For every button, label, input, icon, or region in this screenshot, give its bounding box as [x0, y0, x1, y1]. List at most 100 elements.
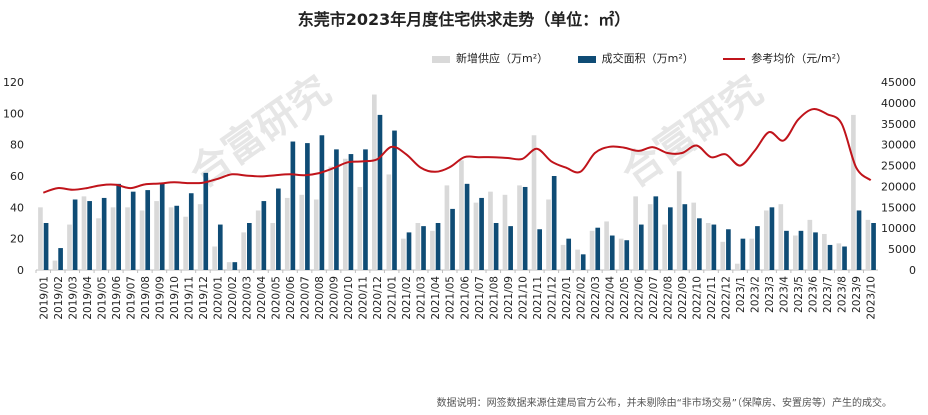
x-tick-label: 2019/12 [198, 276, 210, 320]
x-tick-label: 2020/04 [256, 276, 268, 320]
deal-bar [479, 197, 484, 270]
legend-label-supply: 新增供应（万m²） [456, 52, 549, 65]
x-tick-label: 2022/11 [706, 276, 718, 320]
deal-bar [682, 204, 688, 270]
x-tick-label: 2020/12 [372, 276, 384, 320]
y-left-tick-label: 100 [3, 107, 24, 120]
legend-swatch-price [723, 58, 746, 60]
supply-bar [52, 260, 58, 270]
x-tick-label: 2022/05 [619, 276, 631, 320]
supply-bar [270, 223, 276, 270]
y-right-tick-label: 45000 [881, 76, 916, 89]
legend-label-deal: 成交面积（万m²） [601, 52, 694, 65]
deal-bar [653, 196, 659, 270]
x-tick-label: 2023/10 [866, 276, 878, 320]
x-tick-label: 2020/11 [358, 276, 370, 320]
supply-bar [851, 114, 856, 271]
deal-bar [392, 130, 397, 270]
deal-bar [464, 183, 470, 270]
x-tick-label: 2021/12 [546, 276, 558, 320]
x-tick-label: 2019/11 [183, 276, 195, 320]
supply-bar [401, 238, 406, 270]
x-tick-label: 2022/06 [633, 276, 645, 320]
supply-bar [618, 238, 624, 270]
deal-bar [377, 114, 383, 271]
deal-bar [145, 190, 151, 270]
supply-bar [459, 160, 464, 270]
y-right-tick-label: 35000 [881, 118, 916, 131]
x-tick-label: 2023/7 [822, 276, 834, 313]
supply-bar [502, 194, 508, 270]
deal-bar [726, 229, 731, 270]
y-left-tick-label: 40 [10, 201, 24, 214]
supply-bar [778, 204, 784, 270]
supply-bar [110, 207, 116, 270]
supply-bar [430, 230, 435, 270]
legend-label-price: 参考均价（元/m²） [751, 52, 848, 65]
supply-bar [81, 196, 87, 270]
deal-bar [203, 172, 209, 270]
x-tick-label: 2021/07 [474, 276, 486, 320]
deal-bar [755, 226, 760, 270]
y-right-tick-label: 10000 [881, 222, 916, 235]
x-tick-label: 2019/09 [154, 276, 166, 320]
supply-bar [546, 199, 551, 270]
deal-bar [174, 205, 180, 270]
legend-item-deal: 成交面积（万m²） [577, 50, 694, 66]
deal-bar [711, 224, 717, 270]
deal-bar [609, 235, 615, 270]
x-tick-label: 2020/07 [300, 276, 312, 320]
x-tick-label: 2019/04 [82, 276, 94, 320]
x-tick-label: 2021/09 [503, 276, 515, 320]
x-tick-label: 2021/11 [532, 276, 544, 320]
supply-bar [604, 221, 609, 270]
deal-bar [217, 224, 223, 270]
supply-bar [691, 202, 697, 270]
supply-bar [212, 246, 217, 270]
deal-bar [290, 141, 296, 270]
deal-bar [130, 191, 136, 270]
x-tick-label: 2022/08 [663, 276, 675, 320]
supply-bar [125, 207, 130, 270]
deal-bar [697, 218, 702, 270]
y-right-tick-label: 20000 [881, 180, 916, 193]
deal-bar [58, 248, 63, 270]
deal-bar [871, 223, 876, 270]
deal-bar [247, 223, 252, 270]
supply-bar [749, 238, 755, 270]
deal-bar [87, 201, 92, 270]
supply-bar [241, 232, 246, 270]
supply-bar [313, 199, 319, 270]
x-tick-label: 2022/12 [721, 276, 733, 320]
deal-bar [43, 223, 49, 270]
supply-bar [372, 94, 377, 271]
deal-bar [116, 183, 121, 270]
supply-bar [96, 218, 101, 270]
x-tick-label: 2019/05 [96, 276, 108, 320]
supply-bar [197, 204, 203, 270]
supply-bar [299, 194, 305, 270]
supply-bar [589, 230, 595, 270]
supply-bar [67, 224, 72, 270]
supply-bar [168, 207, 174, 270]
supply-bar [807, 219, 813, 270]
y-right-tick-label: 30000 [881, 139, 916, 152]
deal-bar [493, 223, 499, 270]
legend-swatch-deal [577, 55, 596, 63]
x-tick-label: 2020/08 [314, 276, 326, 320]
y-left-tick-label: 60 [10, 170, 24, 183]
supply-bar [836, 243, 842, 270]
deal-bar [842, 246, 847, 270]
supply-bar [183, 216, 188, 270]
deal-bar [769, 207, 775, 270]
y-right-tick-label: 15000 [881, 201, 916, 214]
x-tick-label: 2019/06 [111, 276, 123, 320]
deal-bar [580, 254, 586, 270]
supply-bar [720, 241, 726, 270]
x-tick-label: 2019/01 [38, 276, 50, 320]
x-tick-label: 2022/04 [604, 276, 616, 320]
deal-bar [421, 226, 426, 270]
x-tick-label: 2019/10 [169, 276, 181, 320]
supply-bar [575, 249, 580, 270]
